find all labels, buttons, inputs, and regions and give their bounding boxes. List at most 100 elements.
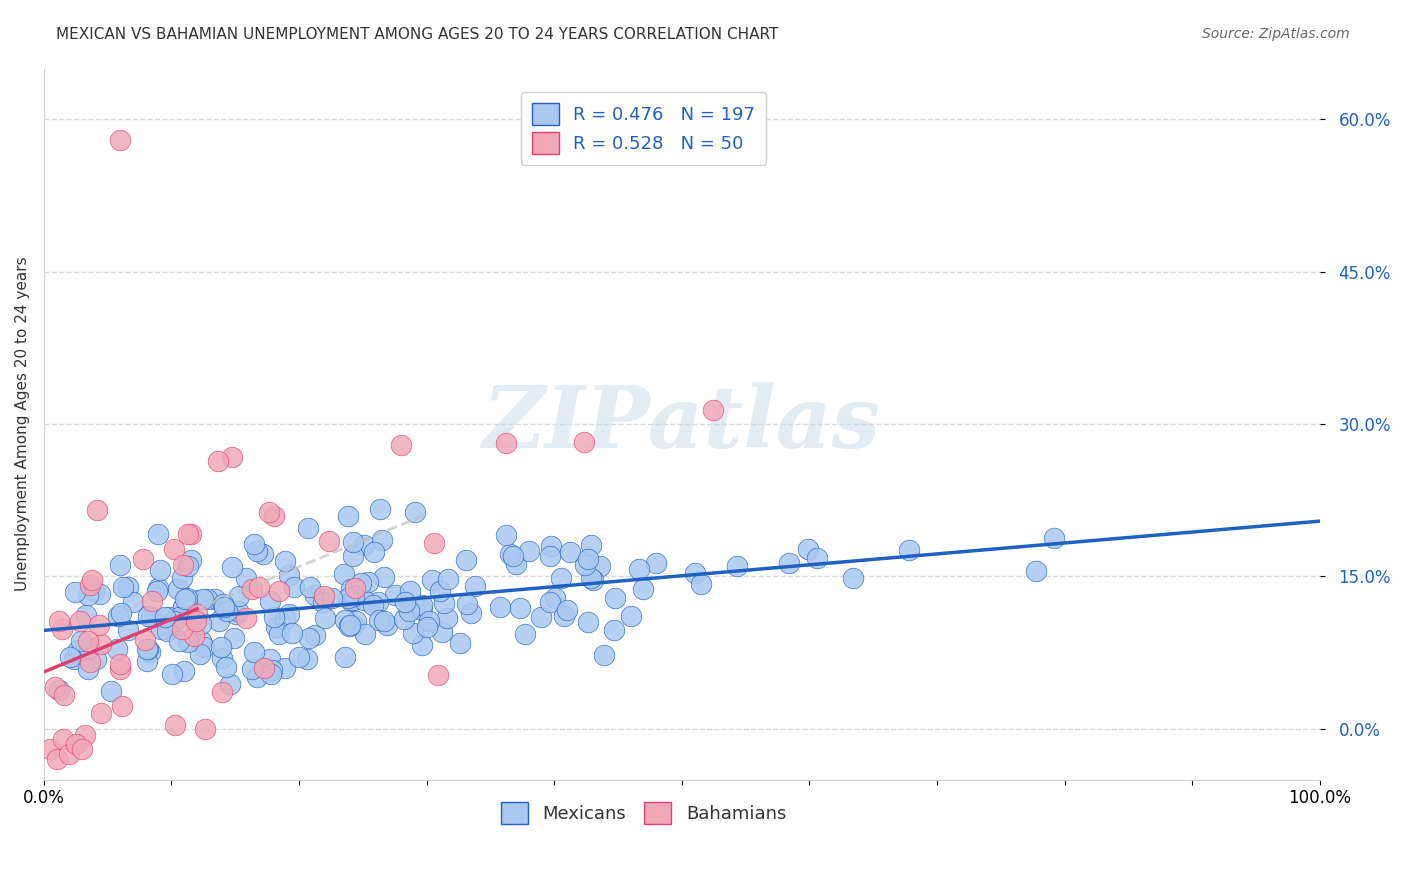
Mexicans	[117, 623, 139, 637]
Mexicans	[605, 591, 627, 606]
Mexicans	[555, 603, 578, 617]
Mexicans	[517, 544, 540, 558]
Mexicans	[411, 603, 433, 617]
Mexicans	[394, 595, 416, 609]
Legend: Mexicans, Bahamians: Mexicans, Bahamians	[491, 791, 797, 835]
Mexicans	[373, 614, 395, 628]
Bahamians	[267, 584, 290, 599]
Bahamians	[90, 706, 112, 721]
Mexicans	[342, 534, 364, 549]
Mexicans	[344, 614, 367, 628]
Mexicans	[449, 636, 471, 650]
Mexicans	[402, 625, 425, 640]
Mexicans	[411, 638, 433, 652]
Mexicans	[460, 606, 482, 620]
Mexicans	[314, 610, 336, 624]
Mexicans	[155, 624, 177, 639]
Mexicans	[263, 609, 285, 624]
Bahamians	[318, 533, 340, 548]
Bahamians	[90, 637, 112, 651]
Bahamians	[80, 574, 103, 588]
Mexicans	[342, 589, 364, 603]
Bahamians	[207, 453, 229, 467]
Bahamians	[79, 578, 101, 592]
Mexicans	[66, 642, 89, 657]
Mexicans	[628, 562, 651, 576]
Mexicans	[299, 580, 322, 594]
Bahamians	[79, 655, 101, 669]
Mexicans	[436, 611, 458, 625]
Bahamians	[186, 607, 208, 621]
Bahamians	[221, 450, 243, 464]
Bahamians	[53, 688, 76, 702]
Mexicans	[212, 597, 235, 611]
Bahamians	[240, 582, 263, 596]
Bahamians	[75, 728, 97, 742]
Mexicans	[228, 589, 250, 603]
Mexicans	[162, 666, 184, 681]
Mexicans	[499, 547, 522, 561]
Text: Source: ZipAtlas.com: Source: ZipAtlas.com	[1202, 27, 1350, 41]
Mexicans	[167, 609, 190, 624]
Y-axis label: Unemployment Among Ages 20 to 24 years: Unemployment Among Ages 20 to 24 years	[15, 257, 30, 591]
Mexicans	[581, 571, 603, 585]
Mexicans	[84, 652, 107, 666]
Mexicans	[107, 609, 129, 624]
Bahamians	[52, 731, 75, 746]
Mexicans	[538, 595, 561, 609]
Bahamians	[86, 503, 108, 517]
Mexicans	[558, 545, 581, 559]
Mexicans	[243, 645, 266, 659]
Bahamians	[51, 622, 73, 636]
Mexicans	[375, 617, 398, 632]
Bahamians	[259, 505, 281, 519]
Mexicans	[363, 545, 385, 559]
Mexicans	[589, 559, 612, 574]
Mexicans	[190, 616, 212, 631]
Mexicans	[193, 640, 215, 654]
Bahamians	[108, 662, 131, 676]
Mexicans	[353, 627, 375, 641]
Mexicans	[273, 554, 295, 568]
Bahamians	[108, 657, 131, 672]
Mexicans	[430, 624, 453, 639]
Mexicans	[633, 582, 655, 597]
Mexicans	[117, 580, 139, 594]
Mexicans	[690, 577, 713, 591]
Mexicans	[48, 682, 70, 697]
Bahamians	[702, 403, 724, 417]
Mexicans	[188, 647, 211, 661]
Mexicans	[339, 593, 361, 607]
Mexicans	[333, 566, 356, 581]
Mexicans	[509, 600, 531, 615]
Mexicans	[252, 548, 274, 562]
Bahamians	[343, 581, 366, 595]
Mexicans	[235, 571, 257, 585]
Mexicans	[176, 591, 198, 606]
Mexicans	[278, 567, 301, 582]
Mexicans	[295, 651, 318, 665]
Mexicans	[146, 583, 169, 598]
Mexicans	[277, 607, 299, 622]
Mexicans	[259, 593, 281, 607]
Mexicans	[215, 605, 238, 619]
Mexicans	[339, 617, 361, 632]
Mexicans	[226, 604, 249, 618]
Mexicans	[336, 509, 359, 524]
Mexicans	[177, 603, 200, 617]
Bahamians	[426, 668, 449, 682]
Mexicans	[384, 588, 406, 602]
Bahamians	[76, 838, 98, 852]
Mexicans	[392, 612, 415, 626]
Mexicans	[112, 580, 135, 594]
Bahamians	[235, 611, 257, 625]
Mexicans	[135, 654, 157, 668]
Mexicans	[842, 571, 865, 585]
Text: ZIPatlas: ZIPatlas	[482, 383, 882, 466]
Mexicans	[350, 575, 373, 590]
Mexicans	[603, 623, 626, 637]
Mexicans	[530, 610, 553, 624]
Mexicans	[150, 622, 173, 636]
Bahamians	[58, 747, 80, 762]
Mexicans	[593, 648, 616, 662]
